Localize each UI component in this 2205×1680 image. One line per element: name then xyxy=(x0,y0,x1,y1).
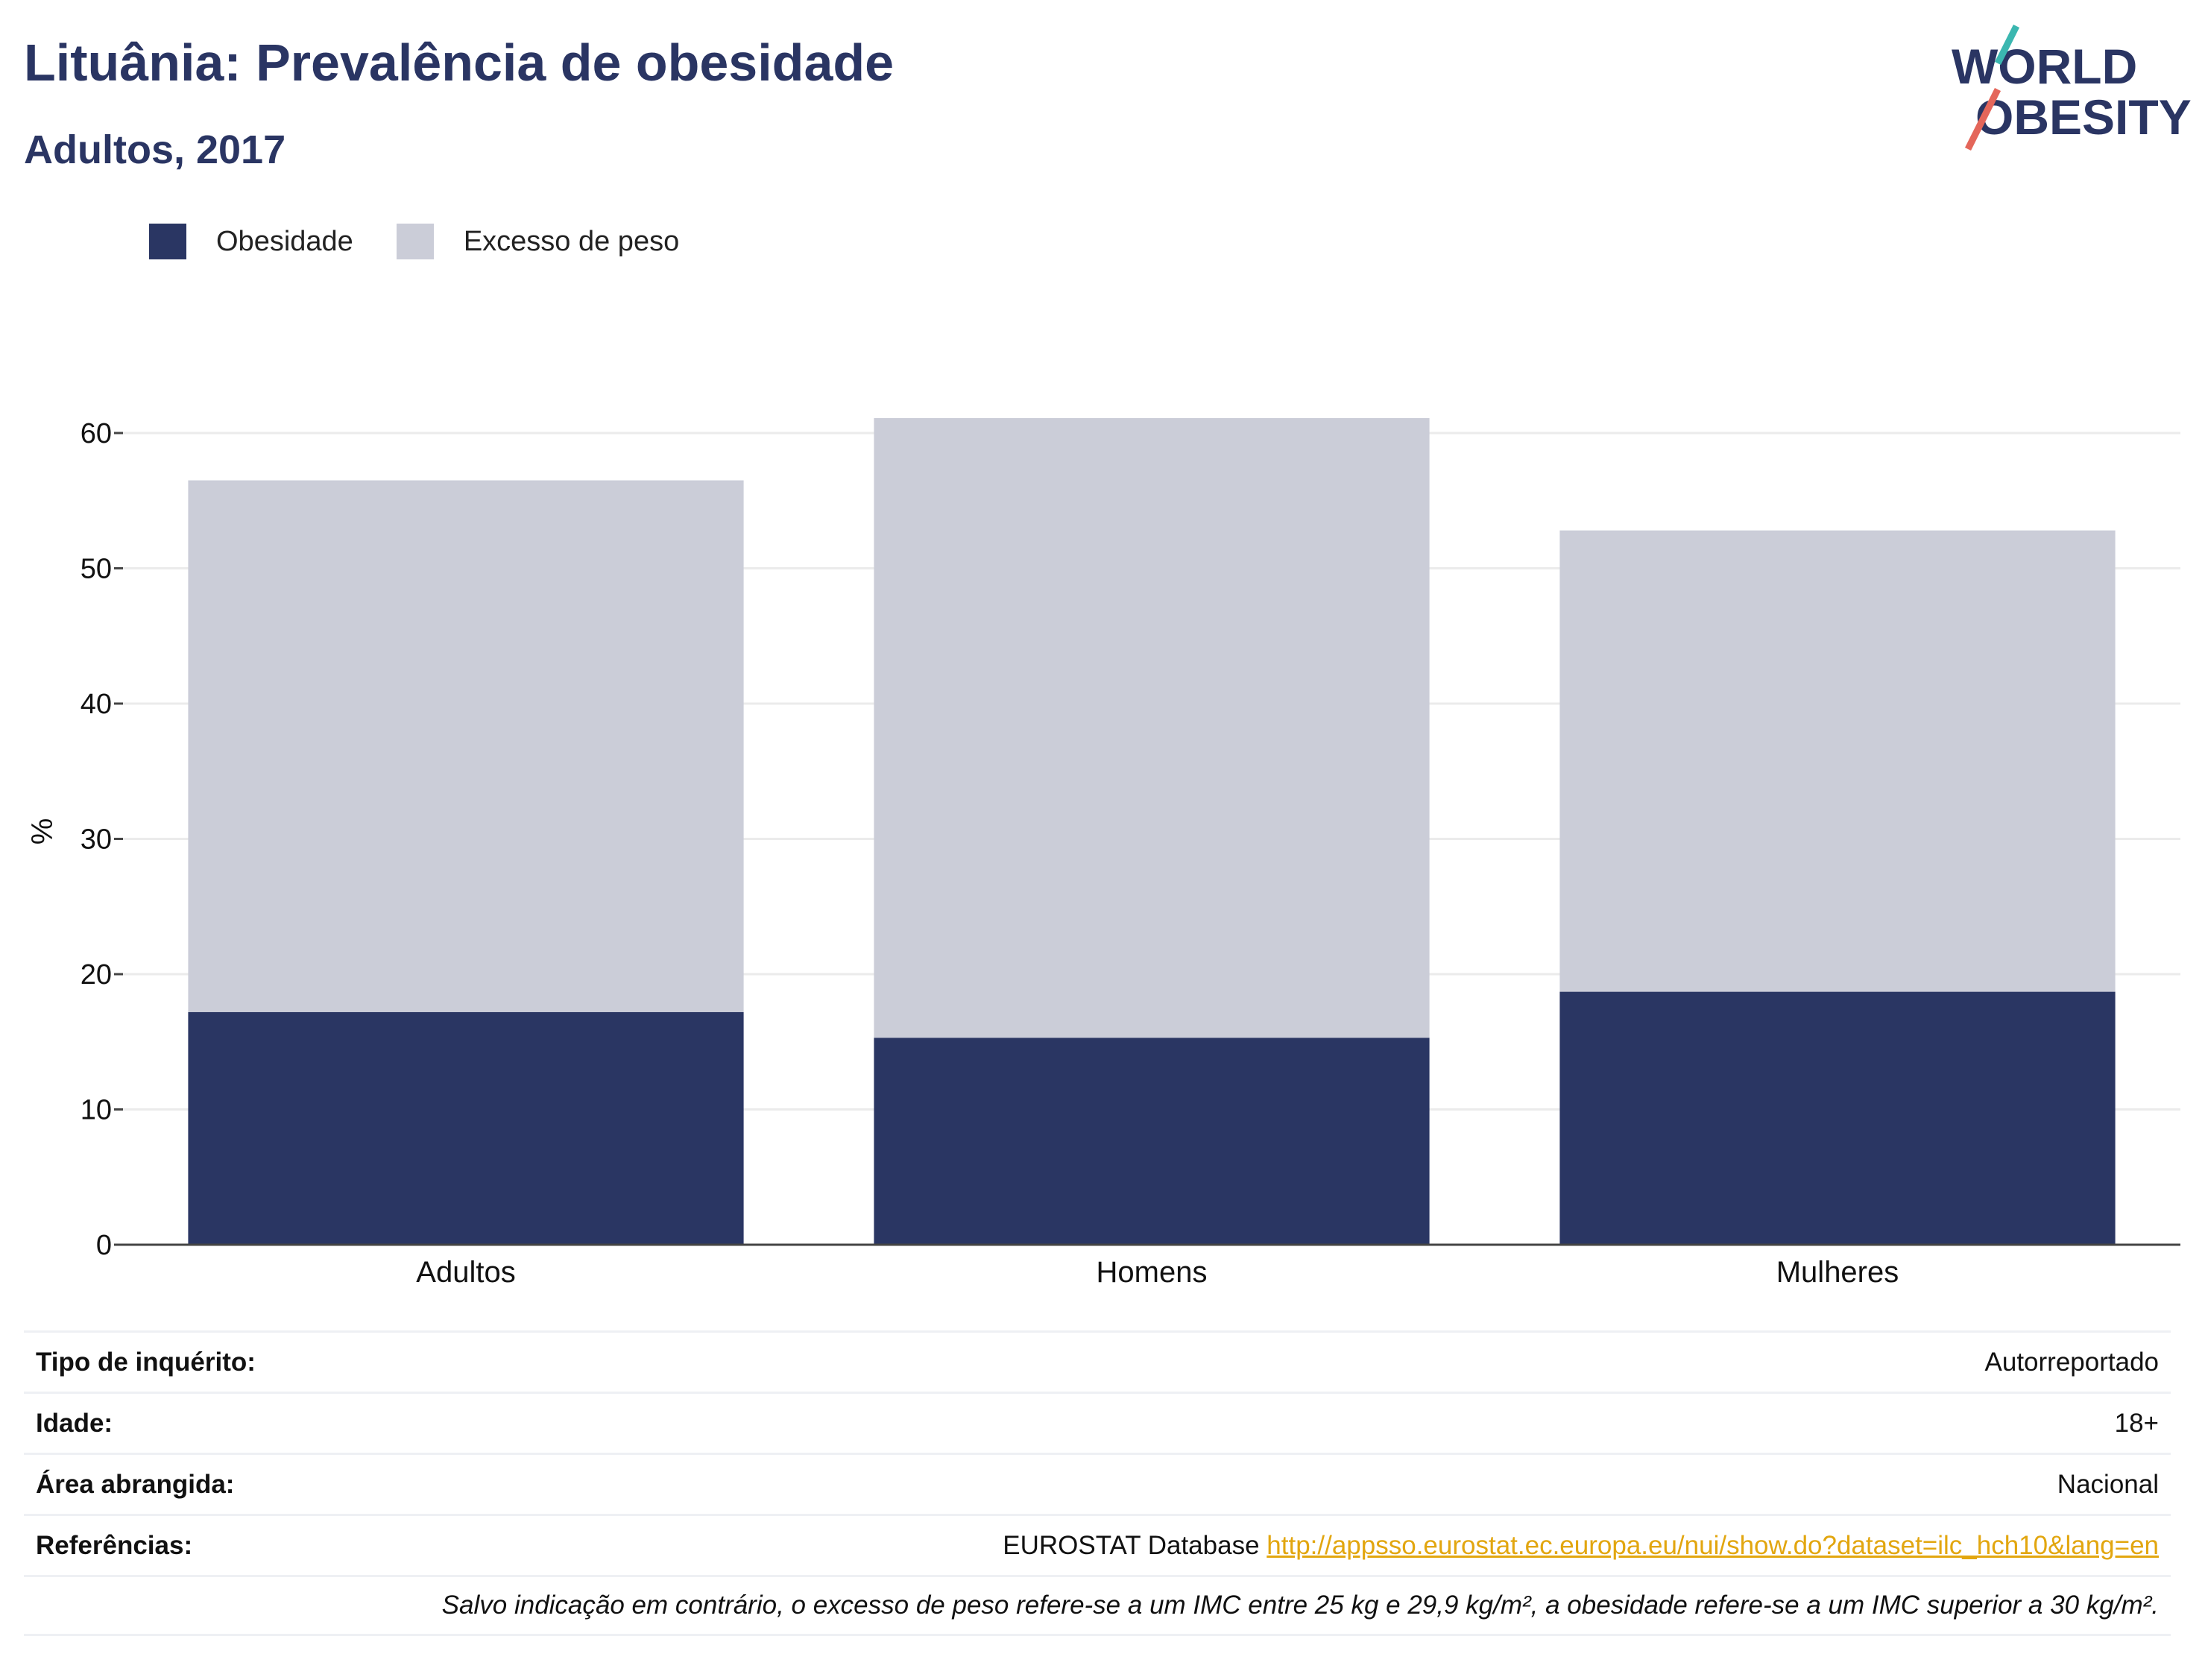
chart-subtitle: Adultos, 2017 xyxy=(24,127,286,172)
refs-label: Referências: xyxy=(36,1530,193,1560)
legend-label-excesso: Excesso de peso xyxy=(463,225,680,257)
logo-teal-slash xyxy=(1994,24,2020,66)
bar-obesidade-adultos xyxy=(188,1011,744,1245)
legend-swatch-excesso xyxy=(396,224,434,259)
x-tick-label: Homens xyxy=(1097,1256,1208,1289)
age-label: Idade: xyxy=(36,1408,113,1438)
y-tick-label: 40 xyxy=(81,689,112,720)
y-tick-label: 0 xyxy=(96,1230,112,1261)
area-value: Nacional xyxy=(2057,1469,2159,1499)
logo-line1: WORLD xyxy=(1952,39,2137,94)
world-obesity-logo: WORLD OBESITY xyxy=(1952,24,2192,151)
legend-label-obesidade: Obesidade xyxy=(216,225,353,257)
y-tick-label: 30 xyxy=(81,824,112,855)
legend-item-excesso[interactable]: Excesso de peso xyxy=(396,224,680,259)
survey-value: Autorreportado xyxy=(1984,1347,2159,1377)
info-table: Tipo de inquérito: Autorreportado Idade:… xyxy=(24,1330,2171,1636)
bar-obesidade-homens xyxy=(874,1038,1430,1245)
bar-excesso-adultos xyxy=(188,480,744,1012)
refs-value: EUROSTAT Database http://appsso.eurostat… xyxy=(1003,1531,2159,1561)
refs-source: EUROSTAT Database xyxy=(1003,1530,1260,1560)
chart-legend: Obesidade Excesso de peso xyxy=(149,221,722,262)
age-value: 18+ xyxy=(2114,1408,2159,1438)
logo-line2: OBESITY xyxy=(1975,89,2192,145)
bar-excesso-homens xyxy=(874,418,1430,1038)
y-tick-label: 20 xyxy=(81,959,112,991)
x-tick-label: Adultos xyxy=(416,1256,515,1289)
legend-item-obesidade[interactable]: Obesidade xyxy=(149,224,353,259)
y-tick-label: 60 xyxy=(81,418,112,449)
definition-note: Salvo indicação em contrário, o excesso … xyxy=(441,1591,2159,1620)
survey-label: Tipo de inquérito: xyxy=(36,1347,256,1377)
bar-excesso-mulheres xyxy=(1559,530,2116,992)
x-tick-label: Mulheres xyxy=(1776,1256,1899,1289)
refs-link[interactable]: http://appsso.eurostat.ec.europa.eu/nui/… xyxy=(1266,1530,2159,1560)
logo-red-slash xyxy=(1964,87,2001,151)
legend-swatch-obesidade xyxy=(149,224,186,259)
info-row-refs: Referências: EUROSTAT Database http://ap… xyxy=(24,1514,2171,1575)
info-row-area: Área abrangida: Nacional xyxy=(24,1453,2171,1514)
y-tick-label: 10 xyxy=(81,1094,112,1125)
chart-title: Lituânia: Prevalência de obesidade xyxy=(24,34,895,92)
bar-chart: 0 10 20 30 40 50 60% Adultos Homens Mulheres xyxy=(26,418,2180,1289)
bar-obesidade-mulheres xyxy=(1559,991,2116,1245)
y-tick-label: 50 xyxy=(81,553,112,584)
y-axis-label: % xyxy=(26,818,59,845)
info-row-note: Salvo indicação em contrário, o excesso … xyxy=(24,1575,2171,1636)
info-row-survey: Tipo de inquérito: Autorreportado xyxy=(24,1330,2171,1392)
area-label: Área abrangida: xyxy=(36,1469,235,1499)
info-row-age: Idade: 18+ xyxy=(24,1392,2171,1453)
